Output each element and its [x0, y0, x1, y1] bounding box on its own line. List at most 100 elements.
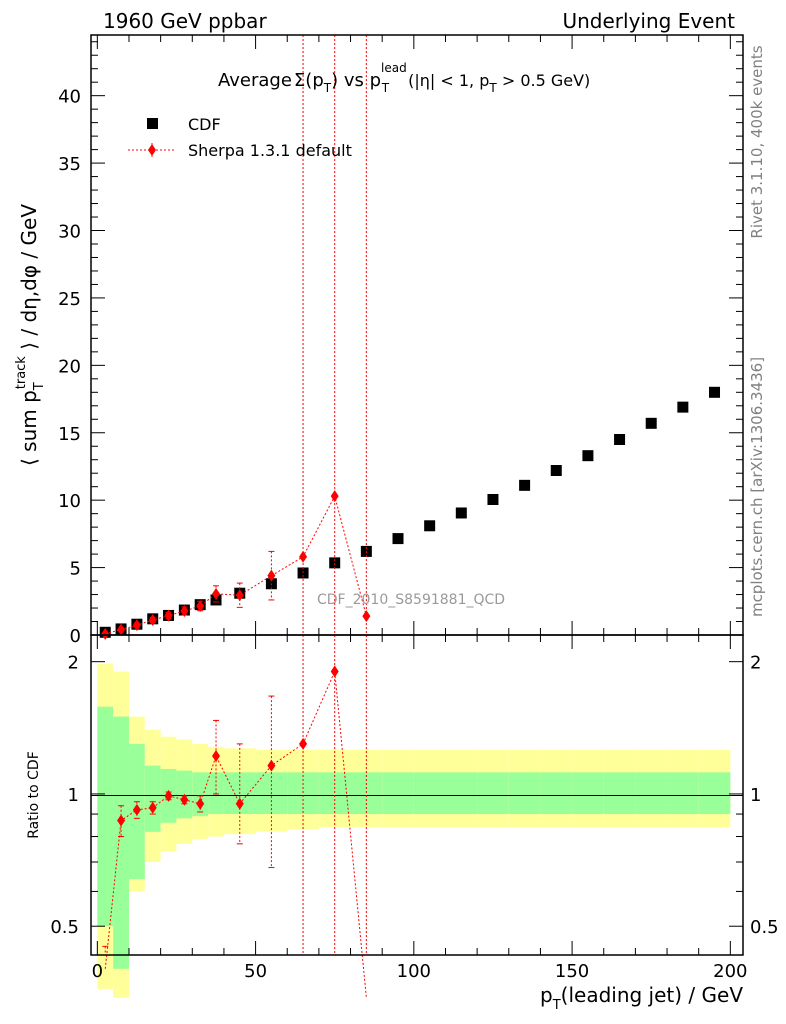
analysis-tag: CDF_2010_S8591881_QCD	[317, 592, 505, 608]
band-green	[382, 772, 414, 815]
x-tick-label: 100	[397, 961, 431, 982]
band-green	[540, 772, 573, 815]
sherpa-point	[101, 627, 110, 640]
ratio-point	[212, 749, 221, 762]
ratio-tick-label-right: 1	[750, 785, 761, 806]
ratio-point	[164, 789, 173, 802]
x-tick-label: 50	[244, 961, 267, 982]
title-sigma: Σ(p	[294, 70, 324, 91]
band-green	[413, 772, 446, 815]
cdf-point	[392, 533, 404, 545]
legend-marker-sherpa	[148, 144, 156, 156]
xlabel-sub: T	[552, 998, 561, 1013]
legend-label-cdf: CDF	[188, 115, 221, 134]
y-tick-label: 20	[58, 356, 81, 377]
ratio-tick-label: 1	[68, 785, 79, 806]
title-lead-sup: lead	[381, 61, 407, 75]
cdf-point	[210, 594, 222, 606]
cdf-point	[519, 479, 531, 491]
ratio-series-layer	[102, 635, 367, 998]
ratio-point	[330, 665, 339, 678]
band-green	[477, 772, 509, 815]
ylabel-a: ⟨ sum p	[17, 390, 41, 466]
title-sub-2: T	[381, 81, 390, 95]
mcplots-label: mcplots.cern.ch [arXiv:1306.3436]	[748, 357, 766, 617]
ratio-tick-label-right: 0.5	[750, 917, 779, 938]
cdf-point	[677, 401, 689, 413]
sherpa-point	[235, 589, 244, 602]
title-sub-1: T	[323, 81, 332, 95]
ratio-point	[180, 793, 189, 806]
ratio-tick-label: 0.5	[50, 917, 79, 938]
band-green	[603, 772, 636, 815]
ratio-point	[117, 814, 126, 827]
cdf-point	[424, 520, 436, 532]
cdf-point	[487, 493, 499, 505]
ratio-frame	[90, 634, 744, 956]
title-sub-3: T	[488, 81, 497, 95]
y-tick-label: 0	[70, 626, 81, 647]
cdf-point	[709, 386, 721, 398]
x-tick-label: 200	[713, 961, 747, 982]
main-series-layer	[99, 35, 721, 640]
cdf-point	[329, 557, 341, 569]
title-rest-1: (|η| < 1, p	[403, 71, 489, 90]
legend-label-sherpa: Sherpa 1.3.1 default	[188, 141, 352, 160]
ratio-bands	[97, 663, 731, 998]
sherpa-point	[330, 490, 339, 503]
cdf-point	[582, 450, 594, 462]
x-tick-label: 150	[555, 961, 589, 982]
main-plot: 0 5 10 15 20 25 30 35 40	[58, 34, 744, 647]
sherpa-point	[196, 600, 205, 613]
ratio-point	[132, 803, 141, 816]
y-tick-label: 10	[58, 491, 81, 512]
xlabel-p: p	[540, 983, 553, 1007]
ratio-tick-label-right: 2	[750, 653, 761, 674]
y-tick-label: 30	[58, 222, 81, 243]
xlabel-rest: (leading jet) / GeV	[561, 983, 744, 1007]
sherpa-line	[105, 494, 367, 635]
band-green	[508, 772, 541, 815]
ratio-plot: 0.5 0.5 1 1 2 2	[50, 634, 779, 998]
x-tick-label: 0	[92, 961, 103, 982]
sherpa-point	[212, 587, 221, 600]
y-tick-label: 35	[58, 154, 81, 175]
band-green	[698, 772, 731, 815]
sherpa-point	[267, 569, 276, 582]
y-tick-label: 15	[58, 424, 81, 445]
ratio-axes: 0.5 0.5 1 1 2 2	[50, 635, 779, 955]
ratio-point	[196, 797, 205, 810]
sherpa-point	[362, 610, 371, 623]
sherpa-point	[148, 614, 157, 627]
title-vs: ) vs p	[331, 70, 381, 91]
sherpa-point	[132, 619, 141, 632]
y-tick-label: 25	[58, 289, 81, 310]
ratio-point	[148, 801, 157, 814]
plot-title: Average Σ(pT) vs plead T (|η| < 1, pT > 0.…	[218, 61, 590, 95]
band-green	[192, 772, 209, 817]
ratio-point	[299, 737, 308, 750]
y-axis-label: ⟨ sum pTtrack ⟩ / dη,dφ / GeV	[14, 204, 47, 466]
band-green	[144, 765, 161, 832]
header-left: 1960 GeV ppbar	[103, 9, 267, 33]
ratio-point	[267, 759, 276, 772]
ratio-tick-label: 2	[68, 653, 79, 674]
ylabel-sup: track	[14, 356, 29, 390]
x-tick-labels: 0 50 100 150 200	[92, 961, 748, 982]
sherpa-point	[299, 550, 308, 563]
sherpa-point	[164, 609, 173, 622]
ylabel-sub: T	[32, 382, 47, 391]
sherpa-point	[180, 605, 189, 617]
ylabel-b: ⟩ / dη,dφ / GeV	[17, 204, 41, 356]
cdf-point	[645, 417, 657, 429]
x-axis-label: pT(leading jet) / GeV	[540, 983, 743, 1013]
cdf-point	[455, 507, 467, 519]
legend: CDF Sherpa 1.3.1 default	[128, 115, 352, 160]
title-average: Average	[218, 70, 292, 91]
ratio-point	[235, 797, 244, 810]
band-green	[445, 772, 478, 815]
ratio-y-label: Ratio to CDF	[26, 751, 42, 839]
band-green	[97, 706, 114, 927]
band-green	[635, 772, 668, 815]
